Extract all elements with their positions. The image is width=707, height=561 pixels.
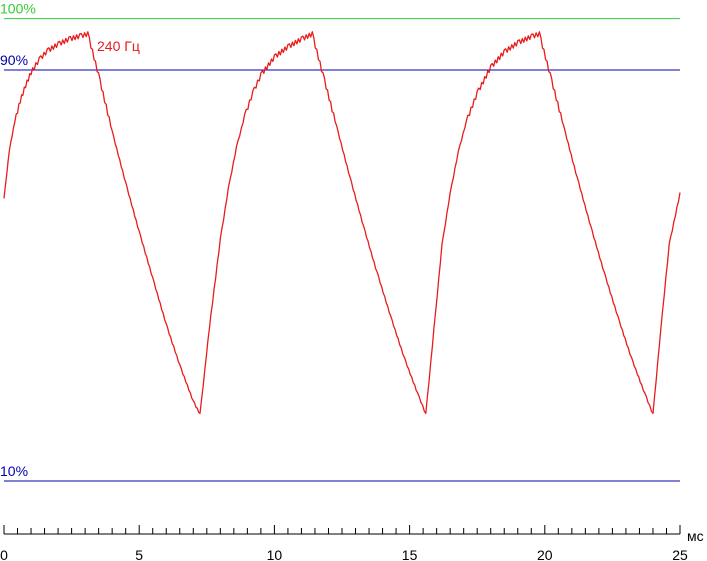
reference-label-90pct: 90% [0,52,28,68]
series-line-0 [3,31,681,415]
series-layer: 240 Гц [3,31,681,415]
x-tick-label: 20 [537,547,553,561]
x-tick-label: 0 [0,547,8,561]
reference-label-10pct: 10% [0,463,28,479]
x-tick-label: 25 [672,547,688,561]
x-tick-label: 15 [402,547,418,561]
series-label-0: 240 Гц [97,38,140,54]
x-axis: 0 5 10 15 20 25 [0,525,688,561]
reference-label-100pct: 100% [0,1,36,17]
x-tick-label: 5 [135,547,143,561]
x-tick-label: 10 [267,547,283,561]
reference-lines: 100% 90% 10% [0,1,680,482]
x-axis-unit-label: мс [687,528,704,544]
